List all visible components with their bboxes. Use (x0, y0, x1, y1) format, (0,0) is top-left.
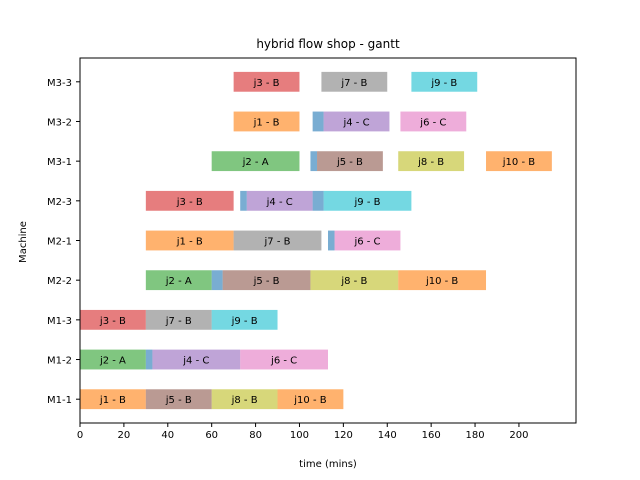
y-tick-label: M2-1 (47, 237, 72, 248)
y-tick-label: M1-3 (47, 316, 72, 327)
task-label-j3: j3 - B (99, 316, 126, 327)
task-label-j10: j10 - B (293, 395, 326, 406)
task-label-j6: j6 - C (270, 356, 297, 367)
y-tick-label: M1-2 (47, 356, 72, 367)
x-tick-label: 20 (118, 430, 131, 441)
task-label-j2: j2 - A (99, 356, 126, 367)
task-label-j1: j1 - B (253, 117, 280, 128)
task-label-j7: j7 - B (264, 237, 291, 248)
task-bar-j5 (145, 389, 212, 410)
y-tick-label: M3-3 (47, 78, 72, 89)
task-bar-j9 (211, 309, 278, 330)
task-label-j2: j2 - A (242, 157, 269, 168)
task-label-j6: j6 - C (353, 237, 380, 248)
bars-layer (80, 71, 552, 410)
y-tick-label: M3-1 (47, 157, 72, 168)
setup-bar (312, 190, 324, 211)
task-label-j8: j8 - B (231, 395, 258, 406)
task-bar-j3 (233, 71, 300, 92)
bar-labels-layer: j1 - B j5 - B j8 - B j10 - B j2 - A j4 - C j6 … (99, 78, 535, 406)
task-bar-j5 (317, 151, 383, 172)
x-axis-ticks: 0 20 40 60 80 100 120 140 160 180 200 (77, 423, 528, 441)
y-tick-label: M1-1 (47, 395, 72, 406)
y-tick-label: M3-2 (47, 117, 72, 128)
task-bar-j3 (80, 309, 146, 330)
y-tick-label: M2-3 (47, 197, 72, 208)
task-label-j8: j8 - B (340, 276, 367, 287)
task-label-j8: j8 - B (417, 157, 444, 168)
task-bar-j8 (398, 151, 465, 172)
y-axis-label: Machine (18, 221, 29, 263)
y-axis-ticks: M1-1 M1-2 M1-3 M2-2 M2-1 M2-3 M3-1 M3-2 M3-3 (47, 78, 80, 406)
setup-bar (240, 190, 247, 211)
task-bar-j7 (145, 309, 212, 330)
setup-bar (211, 270, 223, 291)
task-bar-j9 (411, 71, 478, 92)
x-tick-label: 60 (205, 430, 218, 441)
task-bar-j8 (310, 270, 399, 291)
setup-bar (312, 111, 324, 132)
task-label-j10: j10 - B (502, 157, 535, 168)
x-tick-label: 80 (249, 430, 262, 441)
task-label-j1: j1 - B (99, 395, 126, 406)
setup-bar (328, 230, 335, 251)
task-label-j3: j3 - B (176, 197, 203, 208)
x-axis-label: time (mins) (299, 459, 357, 470)
task-bar-j5 (222, 270, 311, 291)
x-tick-label: 40 (161, 430, 174, 441)
x-tick-label: 140 (378, 430, 397, 441)
task-bar-j10 (486, 151, 552, 172)
task-label-j7: j7 - B (165, 316, 192, 327)
task-bar-j9 (323, 190, 412, 211)
chart-title: hybrid flow shop - gantt (256, 37, 400, 51)
x-tick-label: 100 (290, 430, 309, 441)
task-bar-j2 (80, 349, 146, 370)
task-bar-j10 (277, 389, 344, 410)
x-tick-label: 0 (77, 430, 83, 441)
setup-bar (310, 151, 318, 172)
task-bar-j10 (398, 270, 487, 291)
task-bar-j2 (145, 270, 212, 291)
task-label-j9: j9 - B (231, 316, 258, 327)
task-label-j5: j5 - B (165, 395, 192, 406)
task-bar-j4 (246, 190, 313, 211)
task-label-j9: j9 - B (430, 78, 457, 89)
task-label-j4: j4 - C (182, 356, 209, 367)
task-bar-j6 (400, 111, 467, 132)
task-label-j5: j5 - B (253, 276, 280, 287)
x-tick-label: 200 (509, 430, 528, 441)
task-label-j2: j2 - A (165, 276, 192, 287)
task-bar-j1 (80, 389, 146, 410)
task-bar-j8 (211, 389, 278, 410)
x-tick-label: 160 (422, 430, 441, 441)
task-bar-j3 (145, 190, 234, 211)
task-bar-j6 (334, 230, 401, 251)
task-label-j5: j5 - B (336, 157, 363, 168)
task-bar-j6 (240, 349, 328, 370)
task-label-j1: j1 - B (176, 237, 203, 248)
y-tick-label: M2-2 (47, 276, 72, 287)
task-bar-j7 (321, 71, 388, 92)
task-bar-j1 (145, 230, 234, 251)
setup-bar (145, 349, 153, 370)
x-tick-label: 120 (334, 430, 353, 441)
task-label-j6: j6 - C (419, 117, 446, 128)
task-bar-j4 (323, 111, 390, 132)
task-label-j10: j10 - B (425, 276, 458, 287)
task-bar-j4 (152, 349, 241, 370)
task-bar-j2 (211, 151, 300, 172)
task-label-j9: j9 - B (354, 197, 381, 208)
task-label-j4: j4 - C (342, 117, 369, 128)
task-label-j4: j4 - C (266, 197, 293, 208)
x-tick-label: 180 (465, 430, 484, 441)
task-bar-j7 (233, 230, 322, 251)
task-label-j3: j3 - B (253, 78, 280, 89)
task-bar-j1 (233, 111, 300, 132)
task-label-j7: j7 - B (340, 78, 367, 89)
